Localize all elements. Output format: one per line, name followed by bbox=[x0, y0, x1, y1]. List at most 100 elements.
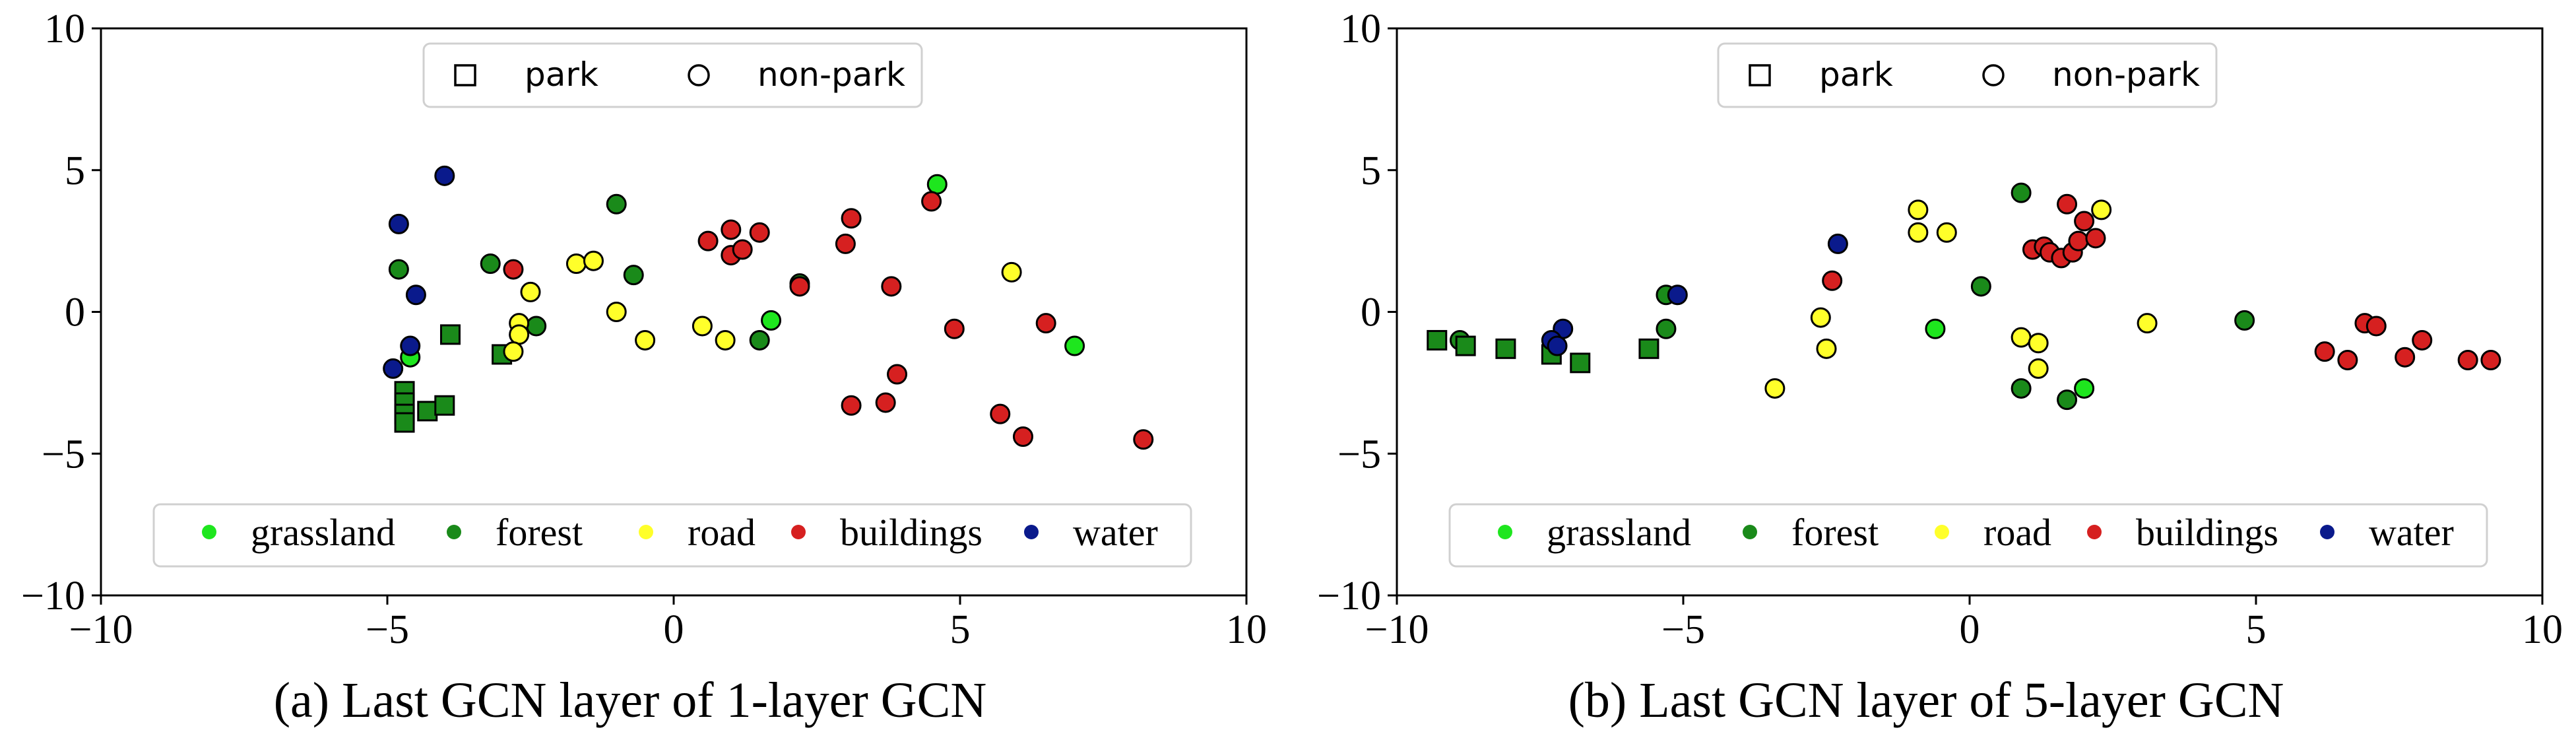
water-point bbox=[400, 335, 421, 356]
buildings-point bbox=[2395, 347, 2416, 368]
legend-water-label: water bbox=[1073, 511, 1158, 554]
buildings-point bbox=[1822, 270, 1843, 291]
buildings-point bbox=[789, 276, 810, 297]
buildings-point bbox=[841, 208, 862, 229]
road-point bbox=[583, 250, 604, 271]
panel-a-points bbox=[383, 165, 1154, 450]
legend-park-label: park bbox=[525, 55, 598, 94]
buildings-point bbox=[749, 222, 770, 243]
water-point bbox=[405, 284, 426, 306]
x-tick-label: −10 bbox=[1365, 607, 1429, 652]
water-point bbox=[1667, 284, 1688, 306]
legend-buildings-dot bbox=[2087, 525, 2102, 539]
forest-point bbox=[623, 265, 644, 286]
buildings-point bbox=[732, 239, 753, 260]
road-point bbox=[606, 302, 627, 322]
y-tick-label: −5 bbox=[42, 432, 85, 477]
forest-point bbox=[388, 259, 409, 280]
forest-park-point bbox=[1427, 329, 1448, 351]
road-point bbox=[2091, 199, 2112, 220]
legend-road-dot bbox=[1935, 525, 1949, 539]
class-legend-box bbox=[1448, 503, 2488, 568]
panel-b: −10 −5 0 5 10 10 5 0 −5 −10 park non-park grassla… bbox=[1317, 7, 2563, 728]
panel-b-caption: (b) Last GCN layer of 5-layer GCN bbox=[1568, 673, 2284, 728]
legend-park-label: park bbox=[1819, 55, 1893, 94]
buildings-point bbox=[2314, 341, 2335, 362]
buildings-point bbox=[921, 191, 942, 212]
panel-a-ticks: −10 −5 0 5 10 10 5 0 −5 −10 bbox=[21, 7, 1267, 652]
road-point bbox=[1908, 222, 1929, 243]
buildings-point bbox=[1012, 426, 1033, 447]
legend-road-dot bbox=[639, 525, 653, 539]
buildings-point bbox=[2085, 228, 2106, 249]
forest-point bbox=[2011, 378, 2032, 399]
buildings-point bbox=[881, 276, 902, 297]
road-point bbox=[692, 316, 713, 337]
forest-point bbox=[606, 193, 627, 215]
y-tick-label: −10 bbox=[1317, 574, 1381, 619]
y-tick-label: 10 bbox=[44, 7, 85, 51]
road-point bbox=[1936, 222, 1957, 243]
panel-a-frame bbox=[100, 27, 1248, 597]
buildings-point bbox=[2366, 316, 2387, 337]
y-tick-label: 0 bbox=[65, 290, 85, 335]
x-tick-label: 0 bbox=[664, 607, 684, 652]
road-point bbox=[565, 253, 587, 274]
shape-legend-box bbox=[1717, 42, 2218, 108]
road-point bbox=[635, 329, 656, 351]
forest-point bbox=[2234, 310, 2255, 331]
panel-a-class-legend: grassland forest road buildings water bbox=[152, 503, 1192, 568]
legend-forest-label: forest bbox=[496, 511, 583, 554]
x-tick-label: 10 bbox=[1226, 607, 1267, 652]
water-point bbox=[388, 213, 409, 234]
buildings-point bbox=[875, 392, 896, 413]
grassland-point bbox=[1925, 318, 1946, 339]
road-point bbox=[2011, 327, 2032, 348]
legend-road-label: road bbox=[688, 511, 756, 554]
panel-b-frame bbox=[1396, 27, 2544, 597]
buildings-point bbox=[2480, 350, 2501, 371]
legend-buildings-label: buildings bbox=[2136, 511, 2278, 554]
forest-point bbox=[1656, 318, 1677, 339]
legend-forest-dot bbox=[447, 525, 461, 539]
class-legend-box bbox=[152, 503, 1192, 568]
legend-grassland-label: grassland bbox=[1547, 511, 1691, 554]
y-tick-label: 10 bbox=[1340, 7, 1381, 51]
panel-b-shape-legend: park non-park bbox=[1717, 42, 2218, 108]
y-tick-label: −5 bbox=[1337, 432, 1381, 477]
buildings-point bbox=[835, 233, 856, 254]
road-point bbox=[1816, 338, 1837, 359]
panel-a-shape-legend: park non-park bbox=[422, 42, 923, 108]
grassland-point bbox=[1064, 335, 1085, 356]
legend-non-park-label: non-park bbox=[757, 55, 905, 94]
forest-park-point bbox=[394, 412, 415, 433]
legend-road-label: road bbox=[1983, 511, 2051, 554]
buildings-point bbox=[2457, 350, 2478, 371]
buildings-point bbox=[2412, 329, 2433, 351]
legend-grassland-dot bbox=[202, 525, 216, 539]
road-point bbox=[503, 341, 524, 362]
buildings-point bbox=[841, 395, 862, 416]
buildings-point bbox=[887, 364, 908, 385]
forest-park-point bbox=[434, 395, 455, 416]
buildings-point bbox=[990, 403, 1011, 424]
legend-buildings-dot bbox=[791, 525, 806, 539]
legend-water-label: water bbox=[2369, 511, 2454, 554]
y-tick-label: 5 bbox=[1361, 149, 1381, 193]
buildings-point bbox=[2057, 193, 2078, 215]
legend-water-dot bbox=[2320, 525, 2334, 539]
road-point bbox=[1908, 199, 1929, 220]
water-point bbox=[1827, 233, 1848, 254]
grassland-point bbox=[926, 174, 948, 195]
x-tick-label: 5 bbox=[950, 607, 971, 652]
shape-legend-box bbox=[422, 42, 923, 108]
forest-point bbox=[526, 316, 547, 337]
legend-circle-marker bbox=[1982, 64, 2005, 86]
road-point bbox=[1764, 378, 1786, 399]
panel-b-points bbox=[1427, 182, 2501, 411]
road-point bbox=[509, 324, 530, 345]
road-point bbox=[520, 281, 541, 302]
grassland-point bbox=[761, 310, 782, 331]
buildings-point bbox=[1133, 429, 1154, 450]
